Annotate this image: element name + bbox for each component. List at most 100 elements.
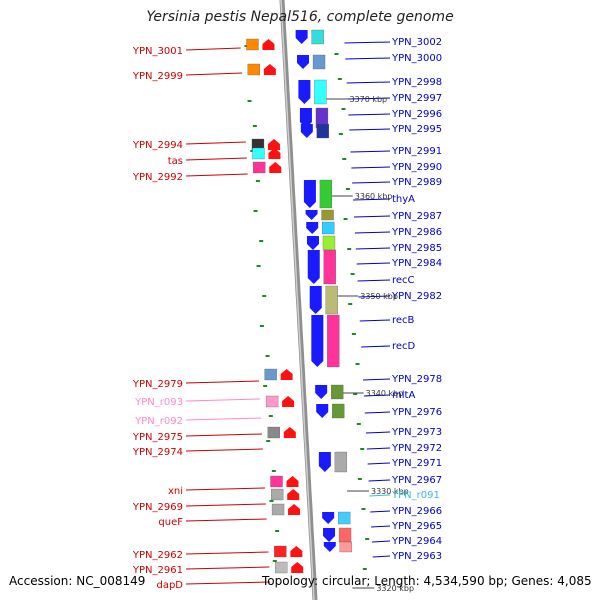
leader-line <box>185 487 265 491</box>
gene-function-box <box>327 314 340 368</box>
leader-line <box>185 72 243 76</box>
gene-arrow-reverse <box>291 562 304 573</box>
leader-line <box>345 57 391 60</box>
leader-line <box>369 494 391 497</box>
gene-arrow-reverse <box>263 64 276 75</box>
leader-line <box>348 113 391 116</box>
gene-arrow-reverse <box>268 148 281 159</box>
tick-mark <box>338 133 343 135</box>
gene-label-right: recC <box>392 275 415 286</box>
gene-label-left: YPN_2975 <box>132 432 183 443</box>
tick-mark <box>247 100 252 102</box>
gene-arrow-forward <box>315 385 328 399</box>
tick-mark <box>259 325 264 327</box>
tick-mark <box>253 210 258 212</box>
tick-mark <box>269 500 274 502</box>
gene-arrow-reverse <box>290 546 303 557</box>
gene-arrow-forward <box>297 55 310 69</box>
gene-label-left: YPN_2962 <box>132 550 183 561</box>
tick-mark <box>250 150 255 152</box>
gene-arrow-reverse <box>287 489 300 500</box>
genome-backbone <box>279 0 318 600</box>
gene-label-right: YPN_2978 <box>391 374 442 385</box>
gene-arrow-forward <box>323 542 336 552</box>
tick-mark <box>266 440 271 442</box>
gene-arrow-forward <box>311 315 324 367</box>
gene-label-right: YPN_2963 <box>391 551 442 562</box>
gene-function-box <box>252 147 265 160</box>
leader-line <box>185 551 269 555</box>
gene-label-left: YPN_2974 <box>132 447 183 458</box>
leader-line <box>346 81 391 84</box>
leader-line <box>356 262 391 265</box>
gene-function-box <box>247 63 261 76</box>
gene-label-right: YPN_2990 <box>391 162 442 173</box>
genome-backbone-highlight <box>280 0 315 600</box>
leader-line <box>353 198 391 201</box>
leader-line <box>351 166 391 169</box>
gene-function-box <box>322 235 336 251</box>
leader-line <box>370 510 391 513</box>
gene-function-box <box>321 209 334 221</box>
topology-text: Topology: circular; Length: 4,534,590 bp… <box>262 574 592 588</box>
gene-arrow-forward <box>306 222 319 234</box>
gene-function-box <box>271 488 284 501</box>
gene-function-box <box>265 395 279 408</box>
tick-mark <box>272 560 277 562</box>
gene-label-right: YPN_2966 <box>391 506 442 517</box>
gene-function-box <box>319 179 333 209</box>
accession-text: Accession: NC_008149 <box>9 574 146 588</box>
tick-mark <box>271 470 276 472</box>
leader-line <box>350 150 391 153</box>
tick-mark <box>365 538 370 540</box>
scale-label: 3340 kbp <box>366 389 404 398</box>
gene-label-right: YPN_2991 <box>391 146 442 157</box>
tick-mark <box>263 385 268 387</box>
leader-line <box>366 447 391 450</box>
leader-line <box>185 417 262 421</box>
leader-line <box>185 141 246 145</box>
gene-function-box <box>338 511 351 525</box>
gene-label-left: YPN_2999 <box>132 71 183 82</box>
leader-line <box>364 411 391 414</box>
gene-label-right: YPN_2995 <box>391 124 442 135</box>
tick-mark <box>256 265 261 267</box>
gene-label-right: YPN_2985 <box>391 243 442 254</box>
gene-arrow-forward <box>322 512 335 524</box>
gene-function-box <box>312 54 326 70</box>
gene-label-right: YPN_2998 <box>391 77 442 88</box>
gene-arrow-forward <box>316 404 329 418</box>
scale-label: 3370 kbp <box>349 95 387 104</box>
gene-label-right: YPN_2971 <box>391 458 442 469</box>
leader-line <box>354 215 391 218</box>
gene-label-right: YPN_2989 <box>391 177 442 188</box>
gene-arrow-reverse <box>282 396 295 407</box>
leader-line <box>349 128 391 131</box>
leader-line <box>362 378 391 381</box>
gene-arrow-forward <box>309 286 322 314</box>
gene-function-box <box>325 285 338 315</box>
gene-label-right: YPN_2976 <box>391 407 442 418</box>
gene-label-left: YPN_2979 <box>132 379 183 390</box>
gene-function-box <box>253 161 266 174</box>
tick-mark <box>345 188 350 190</box>
tick-mark <box>341 108 346 110</box>
gene-function-box <box>338 527 352 543</box>
tick-mark <box>360 448 365 450</box>
gene-arrow-forward <box>306 236 319 250</box>
leader-line <box>185 433 262 437</box>
leader-line <box>352 181 391 184</box>
gene-arrow-reverse <box>262 39 275 50</box>
gene-label-left: dapD <box>156 580 183 591</box>
gene-label-right: recB <box>392 315 415 326</box>
gene-label-left: YPN_2969 <box>132 502 183 513</box>
gene-label-right: YPN_2997 <box>391 93 442 104</box>
leader-line <box>368 479 391 482</box>
gene-arrow-forward <box>305 210 318 220</box>
tick-mark <box>353 393 358 395</box>
leader-line <box>357 279 391 282</box>
gene-label-right: YPN_2996 <box>391 109 442 120</box>
gene-function-box <box>264 368 277 381</box>
gene-arrow-reverse <box>280 369 293 380</box>
